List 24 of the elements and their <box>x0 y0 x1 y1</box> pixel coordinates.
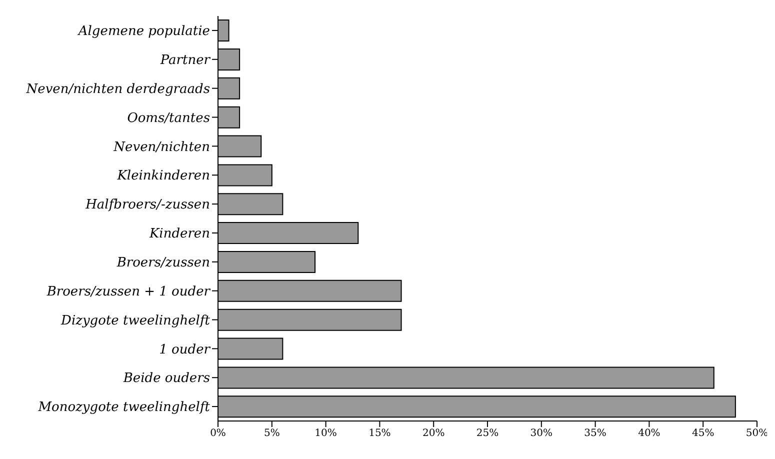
x-tick-label: 10% <box>314 428 337 440</box>
x-tick-label: 15% <box>368 428 391 440</box>
y-tick-label: Kleinkinderen <box>116 168 210 184</box>
x-tick-label: 0% <box>210 428 226 440</box>
y-tick-label: Kinderen <box>148 226 210 242</box>
y-tick-label: Broers/zussen + 1 ouder <box>46 284 211 300</box>
y-tick-label: Algemene populatie <box>77 24 210 40</box>
y-tick-label: Monozygote tweelinghelft <box>37 400 211 416</box>
y-tick-label: Dizygote tweelinghelft <box>60 313 211 328</box>
x-tick-label: 30% <box>530 428 553 440</box>
y-tick-label: Beide ouders <box>122 371 210 386</box>
x-tick-label: 5% <box>264 428 280 440</box>
y-tick-label: Ooms/tantes <box>127 110 210 126</box>
y-tick-label: Neven/nichten derdegraads <box>25 82 210 97</box>
y-tick-label: Broers/zussen <box>116 256 210 271</box>
x-tick-label: 35% <box>584 428 606 440</box>
y-tick-label: 1 ouder <box>159 342 211 358</box>
y-tick-label: Neven/nichten <box>112 140 210 155</box>
y-tick-label: Partner <box>159 53 211 68</box>
x-tick-label: 25% <box>476 428 499 440</box>
x-tick-label: 20% <box>422 428 445 440</box>
y-tick-label: Halfbroers/-zussen <box>84 198 210 213</box>
x-tick-label: 40% <box>638 428 660 440</box>
x-tick-label: 45% <box>692 428 714 440</box>
